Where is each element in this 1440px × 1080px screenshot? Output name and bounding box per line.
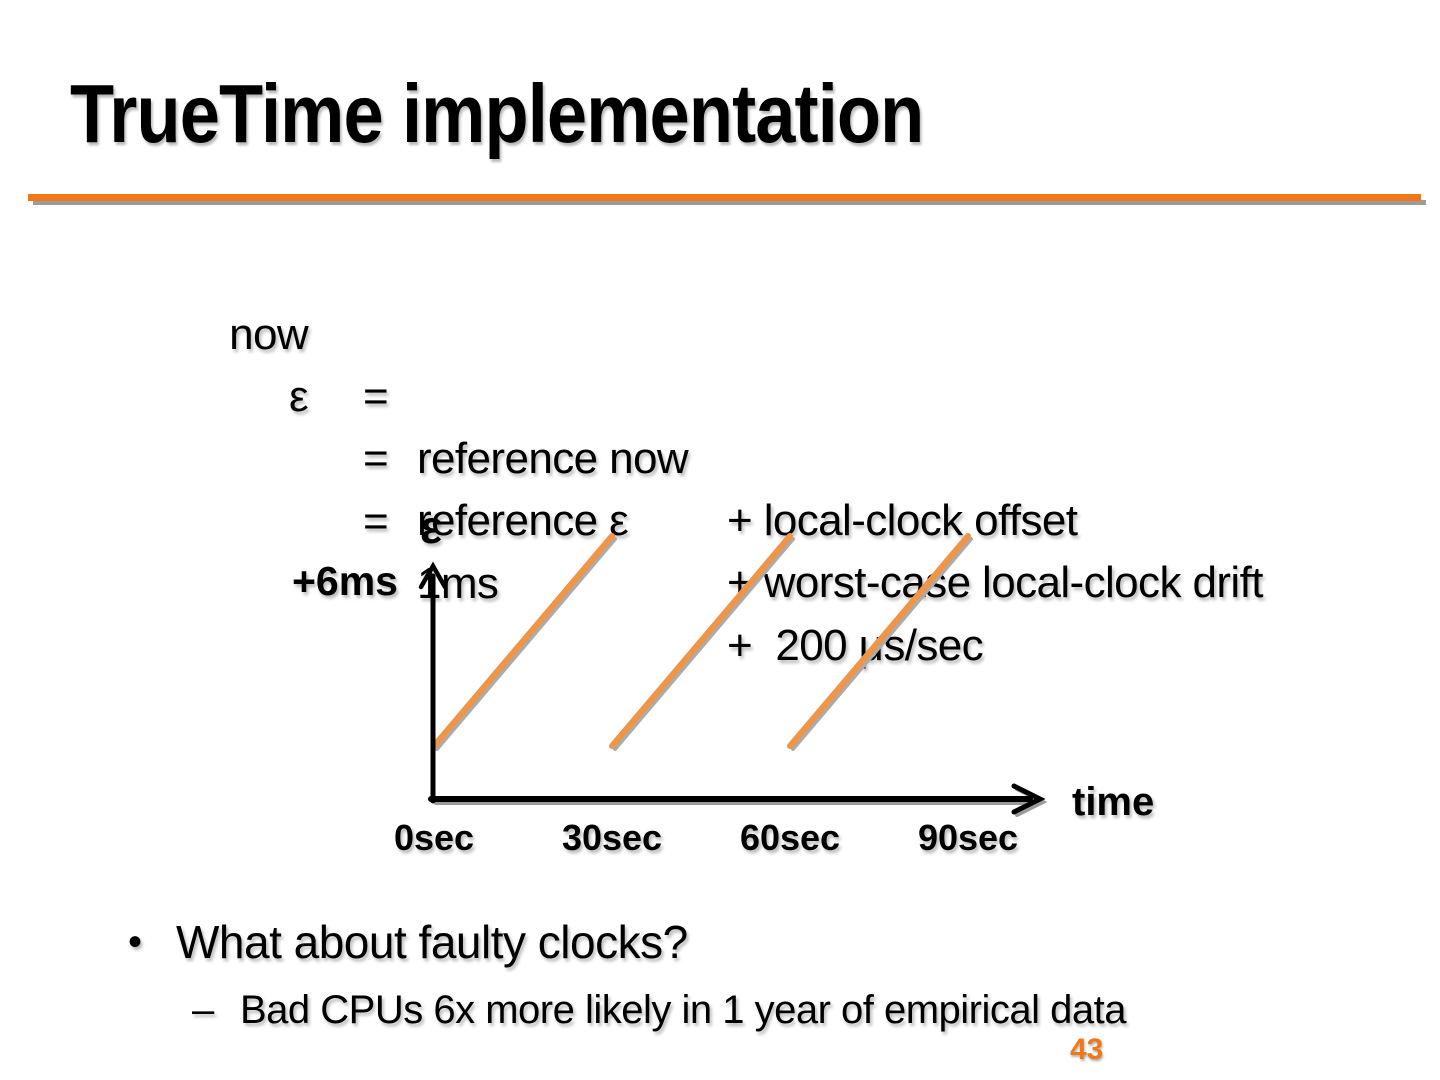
equation-lhs: now — [229, 310, 309, 359]
equation-term1: reference ε — [417, 496, 629, 545]
sawtooth-segment-shadow — [613, 537, 795, 751]
sub-bullet-text: Bad CPUs 6x more likely in 1 year of emp… — [240, 988, 1126, 1032]
x-axis-label: time — [1072, 780, 1155, 824]
sawtooth-segment-shadow — [435, 537, 617, 751]
equals-sign: = — [363, 372, 389, 421]
equals-sign: = — [363, 434, 389, 483]
sub-bullet-item: – Bad CPUs 6x more likely in 1 year of e… — [0, 984, 1440, 1036]
equation-row-epsilon: ε = reference ε + worst-case local-clock… — [0, 304, 1440, 607]
x-tick-label: 60sec — [739, 817, 841, 858]
x-axis-tick-labels: 0sec 30sec 60sec 90sec — [0, 818, 1440, 858]
equation-term2: + local-clock offset — [727, 496, 1078, 545]
x-tick-label: 90sec — [917, 817, 1019, 858]
y-axis-arrow-icon — [418, 561, 448, 590]
y-axis-max-label: +6ms — [291, 558, 398, 604]
equation-lhs: ε — [288, 372, 309, 421]
y-axis-label: ε — [420, 501, 442, 553]
bullet-text: What about faulty clocks? — [176, 916, 688, 968]
dash-icon: – — [192, 988, 214, 1032]
sawtooth-segment — [609, 533, 793, 749]
sawtooth-segment — [787, 533, 971, 749]
equation-term2: + 200 μs/sec — [727, 621, 984, 670]
x-axis-arrow-icon — [1011, 783, 1046, 815]
sawtooth-segment-shadow — [791, 537, 973, 751]
slide-title: TrueTime implementation — [70, 67, 924, 160]
title-rule — [28, 194, 1421, 201]
sawtooth-segment — [431, 533, 615, 749]
page-number: 43 — [1070, 1033, 1104, 1066]
equation-row-now: now = reference now + local-clock offset — [0, 242, 1440, 545]
bullet-icon: • — [128, 920, 142, 964]
x-tick-label: 30sec — [561, 817, 663, 858]
title-rule-shadow — [33, 200, 1426, 205]
equals-sign: = — [363, 497, 389, 546]
x-tick-label: 0sec — [393, 817, 475, 858]
bullet-item: • What about faulty clocks? — [0, 914, 1440, 970]
equation-term1: reference now — [417, 434, 689, 483]
